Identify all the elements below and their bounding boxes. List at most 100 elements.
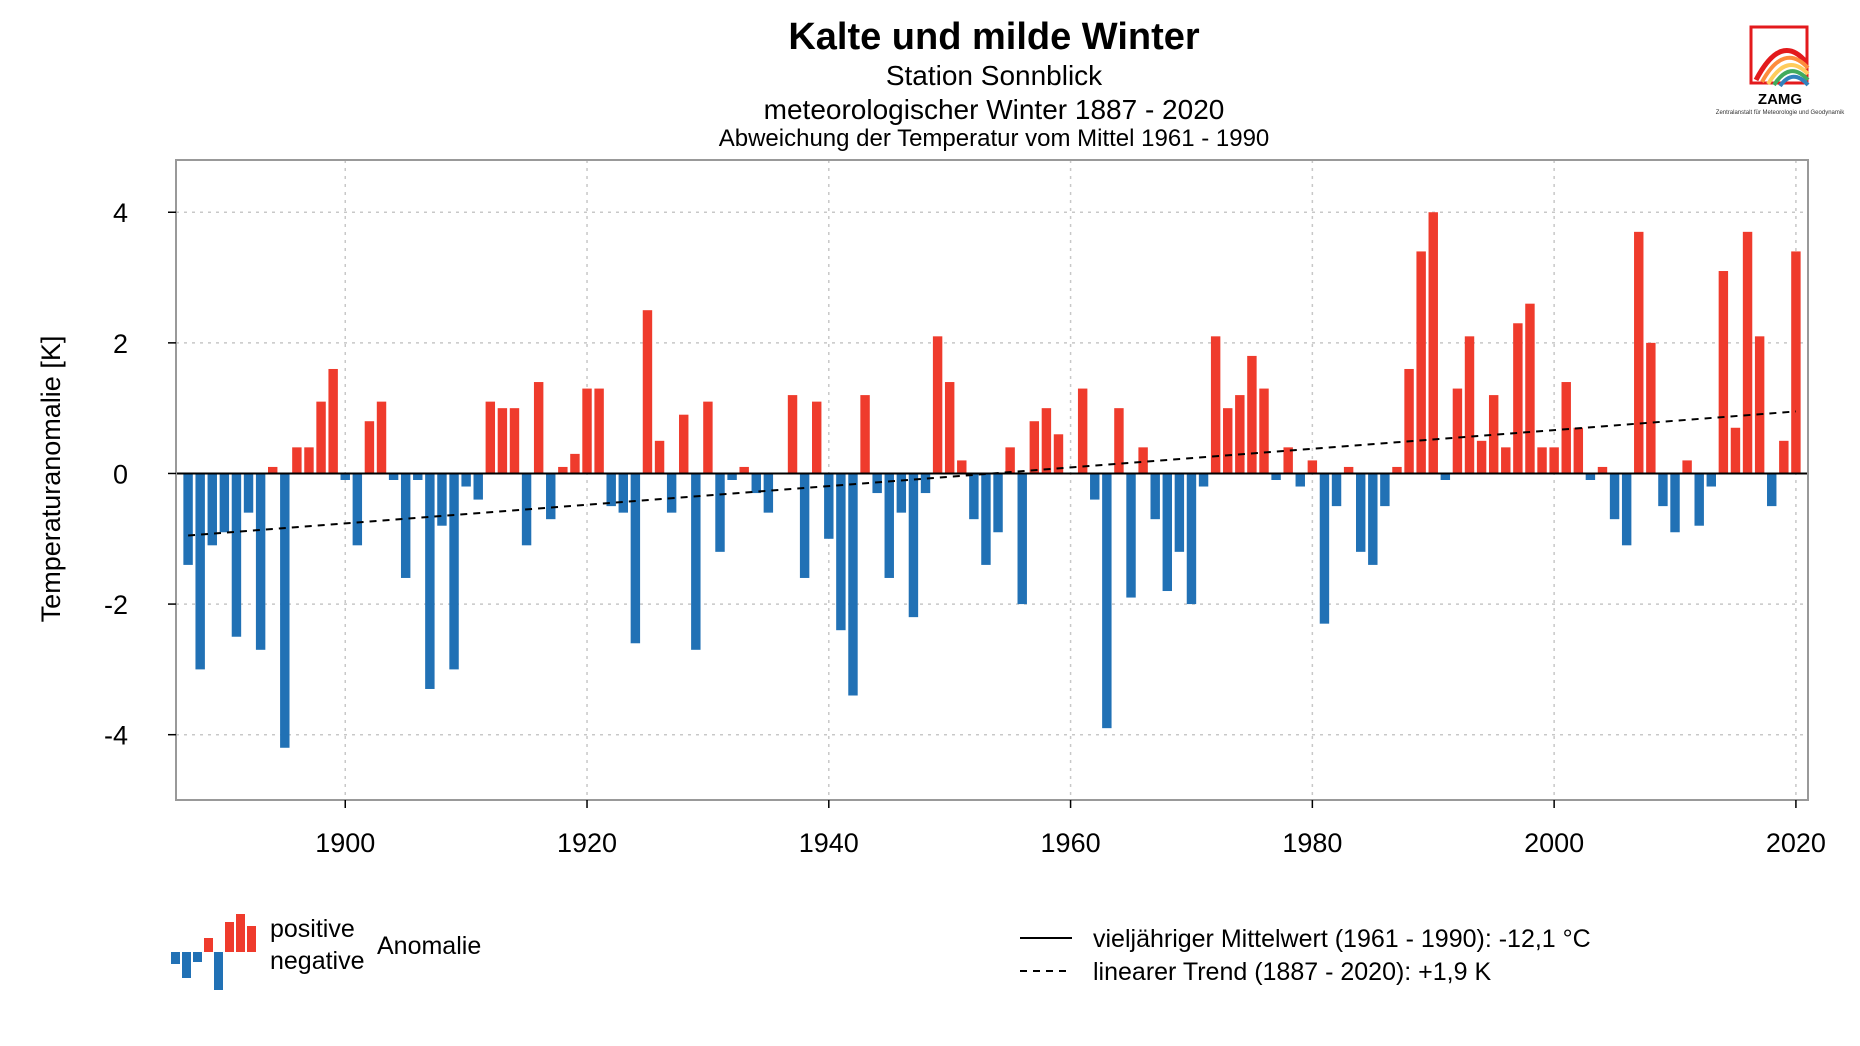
zamg-logo: ZAMG Zentralanstalt für Meteorologie und… [1716, 25, 1845, 116]
legend-mini-bars [171, 914, 256, 990]
bar-2003 [1585, 473, 1596, 480]
bar-1907 [425, 473, 435, 689]
bar-1998 [1525, 303, 1535, 474]
x-tick-label: 1940 [799, 828, 859, 858]
bar-1891 [231, 473, 242, 637]
bar-1928 [679, 414, 689, 474]
chart-subtitle-period: meteorologischer Winter 1887 - 2020 [764, 94, 1225, 125]
bar-1950 [944, 382, 955, 474]
bar-1940 [824, 473, 834, 539]
y-tick-label: 4 [113, 198, 128, 228]
bar-2001 [1561, 382, 1571, 474]
legend-mini-bar [214, 952, 223, 990]
chart-title: Kalte und milde Winter [788, 16, 1200, 58]
bar-1919 [570, 453, 580, 474]
bar-1968 [1162, 473, 1172, 592]
plot-area [175, 159, 1809, 801]
bar-1903 [376, 401, 387, 474]
bar-1983 [1343, 466, 1354, 474]
bar-1902 [364, 421, 375, 474]
bar-1994 [1476, 440, 1487, 474]
legend-positive-label: positive [270, 915, 355, 943]
bar-2010 [1670, 473, 1680, 533]
bar-1911 [473, 473, 483, 500]
y-tick-label: -4 [104, 721, 128, 751]
x-tick-label: 1900 [315, 828, 375, 858]
bar-1910 [461, 473, 471, 487]
bar-1955 [1005, 447, 1015, 474]
bar-1954 [993, 473, 1003, 533]
legend-mini-bar [204, 938, 213, 952]
bar-1943 [860, 395, 870, 474]
y-tick-label: 0 [113, 459, 128, 489]
trend-line [188, 410, 1796, 537]
bar-2007 [1634, 231, 1644, 474]
bar-1995 [1488, 395, 1499, 474]
legend-mini-bar [247, 926, 256, 952]
bar-1967 [1150, 473, 1160, 520]
bar-1970 [1186, 473, 1197, 605]
bar-1934 [751, 473, 761, 494]
x-axis: 1900 1920 1940 1960 1980 2000 2020 [315, 800, 1826, 858]
bar-1986 [1380, 473, 1390, 507]
legend-mini-bar [171, 952, 180, 964]
bar-1985 [1368, 473, 1378, 565]
bar-1988 [1404, 368, 1414, 474]
logo-subtitle: Zentralanstalt für Meteorologie und Geod… [1716, 110, 1845, 116]
bar-1990 [1428, 212, 1438, 474]
bar-2011 [1682, 460, 1692, 474]
bar-1992 [1452, 388, 1463, 474]
bar-1888 [195, 473, 205, 670]
bar-1961 [1077, 388, 1088, 474]
bar-1939 [812, 401, 822, 474]
legend-lines: vieljähriger Mittelwert (1961 - 1990): -… [1020, 925, 1591, 986]
bar-1959 [1053, 434, 1064, 474]
bar-1905 [400, 473, 411, 578]
bar-1908 [437, 473, 447, 526]
bar-1984 [1356, 473, 1366, 552]
bar-1978 [1283, 447, 1293, 474]
bar-2006 [1621, 473, 1632, 546]
legend-mini-bar [225, 922, 234, 952]
bar-2017 [1754, 336, 1765, 474]
bar-1956 [1017, 473, 1027, 605]
bar-1918 [558, 466, 568, 474]
bar-1972 [1210, 336, 1221, 474]
bar-1989 [1416, 251, 1426, 474]
bar-1906 [413, 473, 423, 480]
bar-2013 [1706, 473, 1716, 487]
bar-1966 [1138, 447, 1148, 474]
legend-anomaly: positive negative Anomalie [171, 914, 481, 990]
bar-1979 [1295, 473, 1305, 487]
bar-1917 [546, 473, 556, 520]
bar-1962 [1090, 473, 1100, 500]
bar-1929 [691, 473, 701, 650]
bar-1938 [799, 473, 810, 578]
bar-1951 [957, 460, 967, 474]
y-axis-title: Temperaturanomalie [K] [36, 336, 66, 623]
bar-1900 [340, 473, 350, 480]
legend-mean-label: vieljähriger Mittelwert (1961 - 1990): -… [1093, 925, 1591, 953]
x-tick-label: 1920 [557, 828, 617, 858]
bar-1993 [1464, 336, 1475, 474]
bar-1991 [1440, 473, 1451, 480]
bar-1977 [1271, 473, 1281, 480]
bar-1904 [388, 473, 399, 480]
bar-1963 [1102, 473, 1112, 729]
x-tick-label: 2000 [1524, 828, 1584, 858]
bar-1942 [848, 473, 858, 696]
bar-1980 [1307, 460, 1318, 474]
bar-1987 [1392, 466, 1402, 474]
bar-1920 [582, 388, 592, 474]
bar-1941 [836, 473, 846, 631]
bar-1976 [1259, 388, 1269, 474]
bar-1982 [1331, 473, 1342, 507]
bar-1893 [255, 473, 266, 650]
bar-1999 [1537, 447, 1547, 474]
bar-1969 [1174, 473, 1185, 552]
bar-1896 [292, 447, 302, 474]
legend-negative-label: negative [270, 947, 365, 975]
bar-1975 [1247, 355, 1257, 474]
x-tick-label: 1960 [1041, 828, 1101, 858]
